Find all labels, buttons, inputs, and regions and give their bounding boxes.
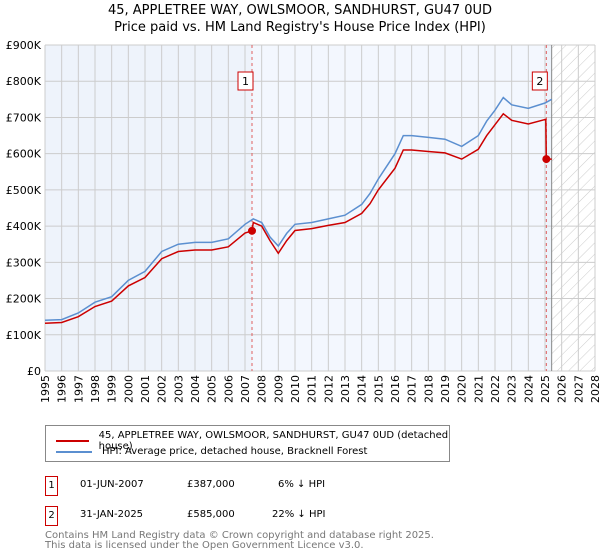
y-tick-label: £700K <box>6 111 42 124</box>
price-chart: £0 £100K £200K £300K £400K £500K £600K £700K £80… <box>6 39 600 403</box>
x-tick-label: 1997 <box>72 375 85 403</box>
y-tick-label: £900K <box>6 39 42 52</box>
x-tick-label: 2025 <box>539 375 552 403</box>
sale-point <box>248 226 256 235</box>
x-tick-label: 2026 <box>556 375 569 403</box>
x-tick-label: 2007 <box>239 375 252 403</box>
x-tick-label: 2006 <box>222 375 235 403</box>
x-tick-label: 2002 <box>156 375 169 403</box>
title-line-1: 45, APPLETREE WAY, OWLSMOOR, SANDHURST, … <box>107 3 493 18</box>
sale-row-2: 2 31-JAN-2025 £585,000 22% ↓ HPI <box>45 506 445 526</box>
x-tick-label: 2028 <box>589 375 600 403</box>
y-tick-label: £200K <box>6 293 42 306</box>
y-tick-label: £800K <box>6 75 42 88</box>
x-tick-label: 2021 <box>472 375 485 403</box>
chart-title: 45, APPLETREE WAY, OWLSMOOR, SANDHURST, … <box>0 2 600 36</box>
title-line-2: Price paid vs. HM Land Registry's House … <box>114 20 486 35</box>
sale-date: 01-JUN-2007 <box>80 479 144 490</box>
y-tick-label: £300K <box>6 256 42 269</box>
sale-hpi-diff: 22% ↓ HPI <box>272 509 326 520</box>
footer-line: Contains HM Land Registry data © Crown c… <box>45 530 434 541</box>
hpi-line <box>44 96 553 322</box>
legend-item-property: 45, APPLETREE WAY, OWLSMOOR, SANDHURST, … <box>56 430 449 452</box>
x-tick-label: 2016 <box>389 375 402 403</box>
footer: Contains HM Land Registry data © Crown c… <box>45 531 434 551</box>
sale-marker-label: 1 <box>45 476 58 496</box>
x-tick-label: 2003 <box>172 375 185 403</box>
x-tick-label: 2017 <box>406 375 419 403</box>
forecast-hatch <box>551 45 595 371</box>
sale-point <box>542 155 551 164</box>
legend-item-hpi: HPI: Average price, detached house, Brac… <box>56 446 367 457</box>
sale-marker-label: 2 <box>45 506 58 526</box>
x-tick-label: 2027 <box>572 375 585 403</box>
sale-row-1: 1 01-JUN-2007 £387,000 6% ↓ HPI <box>45 476 445 496</box>
x-tick-label: 2011 <box>306 375 319 403</box>
x-tick-label: 2000 <box>122 375 135 403</box>
y-tick-label: £400K <box>6 220 42 233</box>
x-tick-label: 2024 <box>522 375 535 403</box>
x-tick-label: 2020 <box>456 375 469 403</box>
x-tick-label: 2008 <box>256 375 269 403</box>
x-tick-label: 2015 <box>372 375 385 403</box>
x-tick-label: 2010 <box>289 375 302 403</box>
sale-date: 31-JAN-2025 <box>80 509 144 520</box>
x-tick-label: 2005 <box>206 375 219 403</box>
x-tick-label: 1995 <box>39 375 52 403</box>
sale-label: 1 <box>242 75 249 88</box>
y-tick-label: £600K <box>6 148 42 161</box>
footer-line: This data is licensed under the Open Gov… <box>45 540 364 551</box>
x-tick-label: 2022 <box>489 375 502 403</box>
x-tick-label: 2023 <box>506 375 519 403</box>
x-tick-label: 1998 <box>89 375 102 403</box>
y-tick-label: £100K <box>6 329 42 342</box>
legend-label: 45, APPLETREE WAY, OWLSMOOR, SANDHURST, … <box>98 430 449 452</box>
legend-label: HPI: Average price, detached house, Brac… <box>102 446 368 457</box>
sale-hpi-diff: 6% ↓ HPI <box>278 479 326 490</box>
x-tick-label: 2014 <box>356 375 369 403</box>
y-tick-label: £500K <box>6 184 42 197</box>
legend: 45, APPLETREE WAY, OWLSMOOR, SANDHURST, … <box>45 425 450 462</box>
x-tick-label: 1996 <box>56 375 69 403</box>
x-tick-label: 2009 <box>272 375 285 403</box>
property-price-line <box>44 112 552 324</box>
sale-label-box <box>237 71 254 91</box>
x-tick-label: 2019 <box>439 375 452 403</box>
x-tick-label: 2013 <box>339 375 352 403</box>
sale-price: £387,000 <box>187 479 235 490</box>
x-tick-label: 2004 <box>189 375 202 403</box>
x-tick-label: 2012 <box>322 375 335 403</box>
sale-label-box <box>531 71 548 91</box>
sale-label: 2 <box>536 75 543 88</box>
y-tick-label: £0 <box>27 365 41 378</box>
x-tick-label: 2018 <box>422 375 435 403</box>
sale-price: £585,000 <box>187 509 235 520</box>
x-tick-label: 2001 <box>139 375 152 403</box>
ownership-period <box>252 45 547 371</box>
x-tick-label: 1999 <box>106 375 119 403</box>
